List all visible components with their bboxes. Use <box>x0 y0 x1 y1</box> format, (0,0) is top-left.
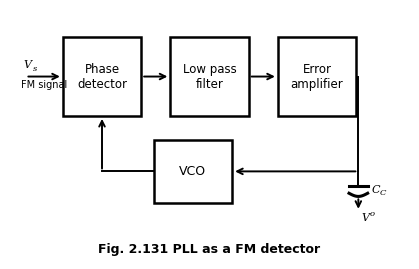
Text: o: o <box>370 210 375 218</box>
Text: s: s <box>33 65 37 73</box>
Text: Phase
detector: Phase detector <box>77 62 127 91</box>
Text: C: C <box>379 189 385 197</box>
Bar <box>170 37 249 116</box>
Text: Low pass
filter: Low pass filter <box>183 62 236 91</box>
Bar <box>154 140 232 203</box>
Text: Error
amplifier: Error amplifier <box>291 62 344 91</box>
Text: V: V <box>23 60 31 70</box>
Text: V: V <box>362 213 370 223</box>
Bar <box>278 37 356 116</box>
Text: C: C <box>372 185 380 194</box>
Text: FM signal: FM signal <box>21 80 67 90</box>
Text: VCO: VCO <box>179 165 207 178</box>
Text: Fig. 2.131 PLL as a FM detector: Fig. 2.131 PLL as a FM detector <box>98 243 321 256</box>
Bar <box>63 37 141 116</box>
